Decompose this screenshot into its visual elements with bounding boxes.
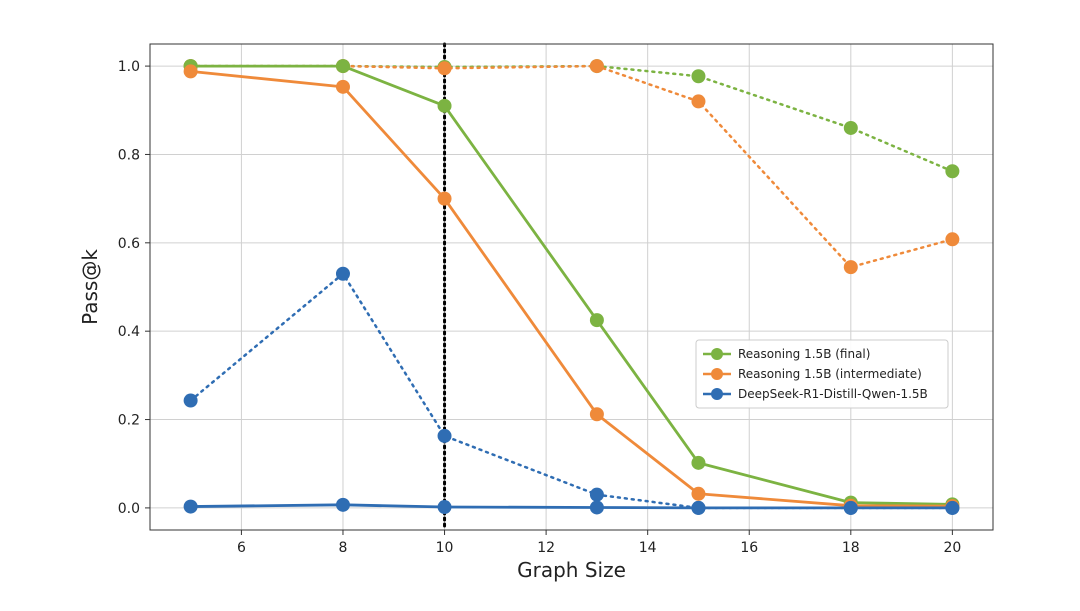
legend: Reasoning 1.5B (final) Reasoning 1.5B (in… bbox=[695, 339, 949, 409]
data-point bbox=[589, 313, 604, 328]
series-line bbox=[190, 69, 953, 508]
legend-label: Reasoning 1.5B (final) bbox=[738, 347, 870, 361]
data-point bbox=[183, 64, 198, 79]
data-point bbox=[945, 500, 960, 515]
series-dotted-4 bbox=[183, 59, 960, 275]
x-tick-label: 20 bbox=[943, 540, 961, 556]
legend-swatch-marker bbox=[711, 348, 723, 360]
legend-swatch-marker bbox=[711, 388, 723, 400]
data-point bbox=[945, 232, 960, 247]
data-point bbox=[437, 428, 452, 443]
plot-frame bbox=[149, 43, 994, 531]
data-point bbox=[437, 191, 452, 206]
data-point bbox=[335, 266, 350, 281]
data-point bbox=[589, 59, 604, 74]
legend-swatch-marker bbox=[711, 368, 723, 380]
series-dotted-3 bbox=[183, 59, 960, 179]
data-point bbox=[437, 98, 452, 113]
data-point bbox=[589, 500, 604, 515]
data-point bbox=[691, 500, 706, 515]
y-tick-label: 0.2 bbox=[118, 413, 140, 429]
legend-label: DeepSeek-R1-Distill-Qwen-1.5B bbox=[738, 387, 928, 401]
x-tick-label: 18 bbox=[842, 540, 860, 556]
y-tick-label: 1.0 bbox=[118, 59, 140, 75]
data-point bbox=[843, 120, 858, 135]
data-point bbox=[437, 61, 452, 76]
data-point bbox=[691, 94, 706, 109]
legend-box bbox=[695, 339, 949, 409]
data-point bbox=[183, 499, 198, 514]
y-tick-label: 0.0 bbox=[118, 501, 140, 517]
series-solid-0 bbox=[183, 59, 960, 512]
data-point bbox=[589, 407, 604, 422]
x-tick-label: 10 bbox=[436, 540, 454, 556]
data-point bbox=[843, 260, 858, 275]
series-solid-1 bbox=[183, 64, 960, 514]
y-axis-ticks: 0.0 0.2 0.4 0.6 0.8 1.0 bbox=[118, 59, 150, 517]
data-point bbox=[335, 497, 350, 512]
x-tick-label: 12 bbox=[537, 540, 555, 556]
x-tick-label: 14 bbox=[639, 540, 657, 556]
x-tick-label: 8 bbox=[339, 540, 348, 556]
series-layer bbox=[183, 59, 960, 515]
series-solid-2 bbox=[183, 497, 960, 515]
y-tick-label: 0.6 bbox=[118, 236, 140, 252]
series-line bbox=[190, 64, 953, 506]
grid bbox=[150, 44, 993, 530]
data-point bbox=[335, 59, 350, 74]
x-axis-title: Graph Size bbox=[517, 558, 626, 582]
series-line bbox=[189, 64, 954, 269]
y-axis-title: Pass@k bbox=[78, 249, 102, 325]
data-point bbox=[691, 486, 706, 501]
data-point bbox=[183, 393, 198, 408]
data-point bbox=[691, 69, 706, 84]
x-tick-label: 6 bbox=[237, 540, 246, 556]
data-point bbox=[691, 455, 706, 470]
data-point bbox=[335, 79, 350, 94]
x-tick-label: 16 bbox=[740, 540, 758, 556]
data-point bbox=[843, 500, 858, 515]
data-point bbox=[437, 500, 452, 515]
data-point bbox=[589, 487, 604, 502]
data-point bbox=[945, 164, 960, 179]
y-tick-label: 0.4 bbox=[118, 324, 140, 340]
y-tick-label: 0.8 bbox=[118, 147, 140, 163]
legend-label: Reasoning 1.5B (intermediate) bbox=[738, 367, 922, 381]
x-axis-ticks: 6 8 10 12 14 16 18 20 bbox=[237, 530, 961, 556]
